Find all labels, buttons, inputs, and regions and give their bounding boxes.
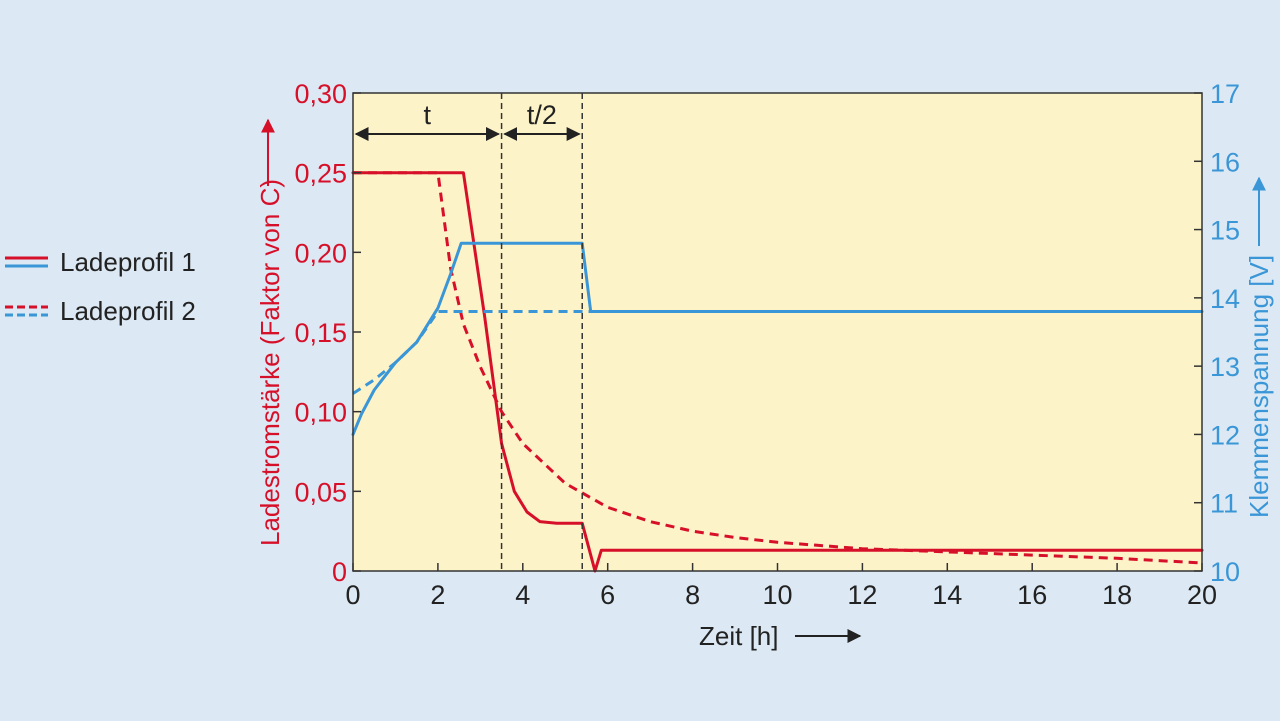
x-tick-label: 2 [430, 580, 445, 610]
ticks-layer: 0 0,05 0,10 0,15 0,20 0,25 0,30 10 11 12 13 14 15 16 1… [294, 79, 1240, 610]
y-left-tick-label: 0,25 [294, 159, 347, 189]
y-left-tick-label: 0,30 [294, 79, 347, 109]
x-tick-label: 0 [345, 580, 360, 610]
y-right-tick-label: 14 [1210, 284, 1240, 314]
series-line-current-profile-2 [353, 171, 1203, 565]
legend-item-profile-2: Ladeprofil 2 [5, 296, 196, 326]
y-right-axis-title: Klemmenspannung [V] [1244, 255, 1274, 518]
x-tick-label: 12 [847, 580, 877, 610]
y-right-tick-label: 17 [1210, 79, 1240, 109]
x-tick-label: 6 [600, 580, 615, 610]
plot-area [353, 93, 1202, 571]
y-left-axis-title: Ladestromstärke (Faktor von C) [255, 179, 285, 546]
series-line-voltage-profile-1 [351, 241, 1204, 436]
annotation-layer: t t/2 [354, 93, 583, 571]
legend: Ladeprofil 1 Ladeprofil 2 [5, 247, 196, 326]
y-right-tick-label: 11 [1210, 489, 1238, 519]
y-left-tick-label: 0,15 [294, 318, 347, 348]
y-left-tick-label: 0 [332, 557, 347, 587]
y-right-tick-label: 15 [1210, 216, 1240, 246]
y-left-tick-label: 0,05 [294, 477, 347, 507]
x-tick-label: 4 [515, 580, 530, 610]
x-tick-label: 14 [932, 580, 962, 610]
x-tick-label: 20 [1187, 580, 1217, 610]
series-layer [351, 171, 1204, 573]
y-right-tick-label: 13 [1210, 352, 1240, 382]
x-tick-label: 8 [685, 580, 700, 610]
x-axis-title: Zeit [h] [699, 621, 778, 651]
x-tick-label: 18 [1102, 580, 1132, 610]
legend-item-profile-1: Ladeprofil 1 [5, 247, 196, 277]
series-line-current-profile-1 [351, 171, 1204, 573]
y-left-tick-label: 0,20 [294, 238, 347, 268]
series-line-voltage-profile-2 [352, 310, 1202, 395]
y-right-tick-label: 10 [1210, 557, 1240, 587]
x-tick-label: 10 [762, 580, 792, 610]
y-right-tick-label: 16 [1210, 147, 1240, 177]
annotation-label-t: t [424, 100, 432, 130]
y-right-tick-label: 12 [1210, 420, 1240, 450]
y-left-tick-label: 0,10 [294, 398, 347, 428]
x-tick-label: 16 [1017, 580, 1047, 610]
annotation-label-t-half: t/2 [527, 100, 557, 130]
legend-label-profile-2: Ladeprofil 2 [60, 296, 196, 326]
legend-label-profile-1: Ladeprofil 1 [60, 247, 196, 277]
